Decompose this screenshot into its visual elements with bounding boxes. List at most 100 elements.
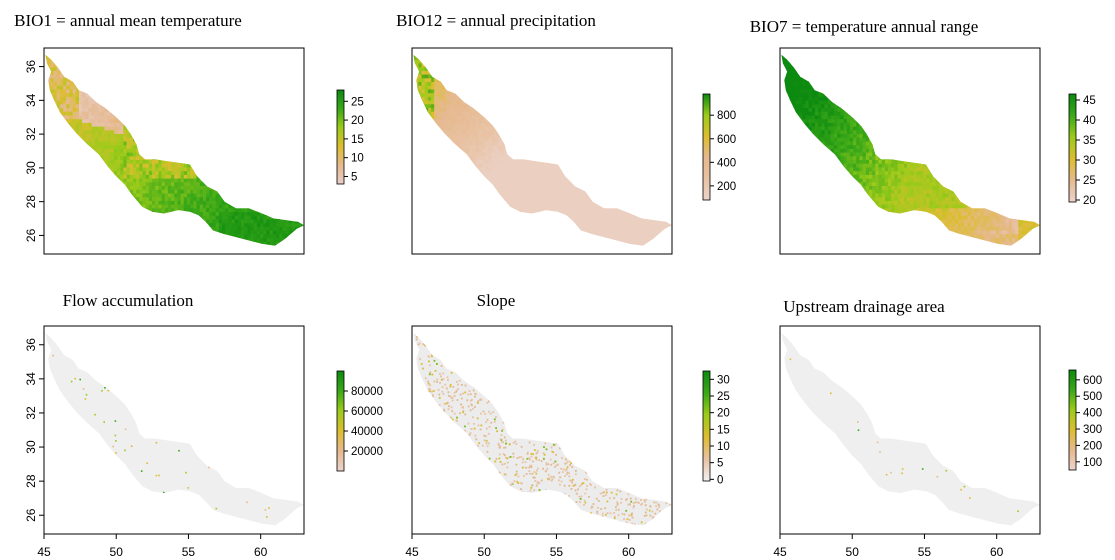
raster-cell xyxy=(136,96,140,101)
raster-cell xyxy=(282,207,287,212)
raster-cell xyxy=(139,152,144,157)
raster-cell xyxy=(142,55,147,60)
raster-cell xyxy=(231,148,236,153)
raster-cell xyxy=(107,152,112,157)
raster-cell xyxy=(148,233,153,238)
raster-cell xyxy=(434,196,438,201)
raster-cell xyxy=(82,62,86,68)
raster-cell xyxy=(193,144,198,149)
raster-cell xyxy=(222,55,226,60)
raster-cell xyxy=(69,241,74,246)
raster-cell xyxy=(158,48,162,52)
raster-cell xyxy=(434,222,438,227)
raster-cell xyxy=(250,166,255,172)
raster-cell xyxy=(120,207,125,212)
raster-cell xyxy=(253,189,258,194)
raster-cell xyxy=(69,178,74,183)
raster-cell xyxy=(187,204,191,209)
raster-cell xyxy=(50,144,55,149)
raster-cell xyxy=(231,59,236,64)
raster-cell xyxy=(126,70,131,75)
raster-cell xyxy=(126,85,131,90)
raster-cell xyxy=(282,144,287,149)
raster-cell xyxy=(263,55,268,60)
raster-cell xyxy=(133,200,137,205)
raster-cell xyxy=(88,192,93,198)
raster-cell xyxy=(266,159,271,164)
raster-cell xyxy=(272,81,277,86)
raster-cell xyxy=(72,215,77,220)
raster-cell xyxy=(225,129,229,134)
raster-cell xyxy=(113,244,118,246)
raster-cell xyxy=(276,211,280,216)
raster-cell xyxy=(142,181,147,186)
raster-cell xyxy=(107,85,112,90)
raster-cell xyxy=(123,215,128,220)
raster-cell xyxy=(129,70,134,75)
raster-cell xyxy=(183,215,188,220)
raster-cell xyxy=(282,100,287,105)
raster-cell xyxy=(272,218,277,224)
raster-cell xyxy=(164,129,169,134)
raster-cell xyxy=(155,129,159,134)
raster-cell xyxy=(193,189,198,194)
raster-cell xyxy=(199,133,204,138)
raster-cell xyxy=(215,103,220,108)
raster-cell xyxy=(260,222,264,227)
raster-cell xyxy=(155,170,159,175)
raster-cell xyxy=(234,129,239,134)
raster-cell xyxy=(113,77,118,82)
raster-cell xyxy=(98,118,102,123)
raster-cell xyxy=(209,241,213,246)
raster-cell xyxy=(171,111,175,116)
raster-cell xyxy=(101,163,105,168)
raster-cell xyxy=(161,74,166,79)
raster-cell xyxy=(199,107,204,112)
raster-cell xyxy=(301,163,305,168)
raster-cell xyxy=(256,103,261,108)
raster-cell xyxy=(180,122,185,127)
raster-cell xyxy=(199,103,204,108)
raster-cell xyxy=(231,70,236,75)
raster-cell xyxy=(266,62,271,68)
raster-cell xyxy=(183,233,188,238)
raster-cell xyxy=(72,100,77,105)
raster-cell xyxy=(288,152,293,157)
raster-cell xyxy=(110,126,115,131)
raster-cell xyxy=(69,88,74,94)
raster-cell xyxy=(50,237,55,242)
raster-cell xyxy=(145,88,150,94)
raster-cell xyxy=(250,241,255,246)
raster-cell xyxy=(47,249,51,253)
raster-cell xyxy=(94,107,99,112)
raster-cell xyxy=(301,54,305,56)
raster-cell xyxy=(133,70,137,75)
raster-cell xyxy=(190,181,194,186)
raster-cell xyxy=(228,126,233,131)
raster-cell xyxy=(183,211,188,216)
raster-cell xyxy=(193,103,198,108)
raster-cell xyxy=(66,185,70,190)
raster-cell xyxy=(218,218,223,224)
raster-cell xyxy=(164,152,169,157)
raster-cell xyxy=(136,211,140,216)
raster-cell xyxy=(260,181,264,186)
raster-cell xyxy=(161,85,166,90)
raster-cell xyxy=(244,85,248,90)
raster-cell xyxy=(418,226,423,231)
raster-cell xyxy=(222,192,226,198)
raster-cell xyxy=(53,192,58,198)
raster-cell xyxy=(79,152,83,157)
raster-cell xyxy=(123,244,128,246)
raster-cell xyxy=(174,249,178,253)
raster-cell xyxy=(129,237,134,242)
raster-cell xyxy=(139,178,144,183)
raster-cell xyxy=(295,62,299,68)
raster-cell xyxy=(75,200,80,205)
raster-cell xyxy=(225,111,229,116)
raster-cell xyxy=(237,103,242,108)
raster-cell xyxy=(187,249,191,253)
raster-cell xyxy=(272,100,277,105)
raster-cell xyxy=(152,159,156,164)
raster-cell xyxy=(110,189,115,194)
